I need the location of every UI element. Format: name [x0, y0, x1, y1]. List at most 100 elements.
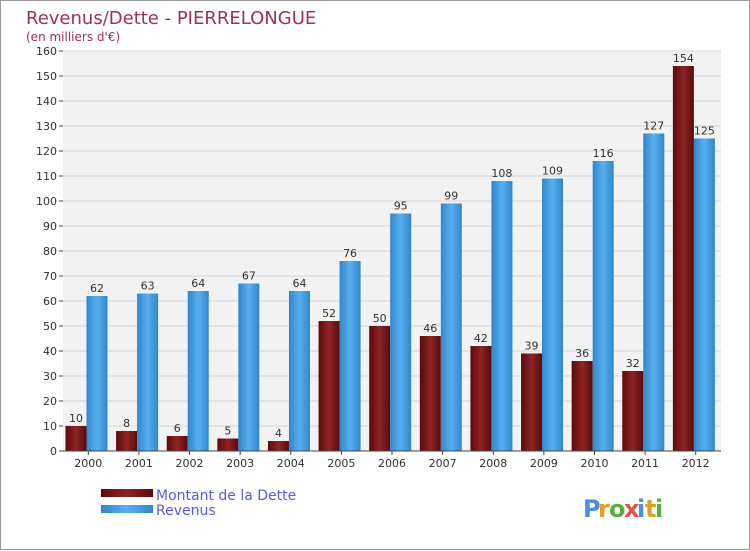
logo-letter: x: [624, 495, 640, 523]
logo-letter: r: [598, 495, 610, 523]
y-tick-label: 90: [43, 220, 57, 233]
value-label-debt-2007: 46: [423, 322, 437, 335]
bar-revenus-2007: [440, 203, 462, 451]
y-tick-label: 100: [36, 195, 57, 208]
bar-revenus-2006: [390, 213, 412, 451]
y-tick-label: 120: [36, 145, 57, 158]
value-label-revenus-2000: 62: [90, 282, 104, 295]
x-axis-ticks: 2000 2001 2002 2003 2004 2005 2006 2007 2008 2009…: [74, 451, 710, 470]
y-tick-label: 10: [43, 420, 57, 433]
proxiti-logo: Pr oxi ti: [583, 495, 663, 523]
value-label-debt-2001: 8: [123, 417, 130, 430]
legend-label-revenus: Revenus: [156, 503, 216, 519]
bar-revenus-2003: [238, 283, 260, 451]
bar-debt-2008: [470, 346, 492, 451]
value-label-debt-2009: 39: [525, 340, 539, 353]
value-label-revenus-2004: 64: [292, 277, 306, 290]
value-label-debt-2005: 52: [322, 307, 336, 320]
legend-label-debt: Montant de la Dette: [156, 488, 296, 504]
y-tick-label: 160: [36, 45, 57, 58]
y-tick-label: 40: [43, 345, 57, 358]
x-tick-label-2004: 2004: [277, 457, 305, 470]
y-tick-label: 130: [36, 120, 57, 133]
chart-subtitle: (en milliers d'€): [26, 30, 120, 44]
bar-revenus-2010: [592, 161, 614, 451]
y-tick-label: 50: [43, 320, 57, 333]
x-tick-label-2012: 2012: [682, 457, 710, 470]
bar-debt-2002: [166, 436, 188, 451]
value-label-revenus-2007: 99: [444, 190, 458, 203]
value-label-debt-2004: 4: [275, 427, 282, 440]
value-label-debt-2006: 50: [373, 312, 387, 325]
value-label-revenus-2009: 109: [542, 165, 563, 178]
bar-revenus-2008: [491, 181, 513, 451]
bar-revenus-2000: [86, 296, 108, 451]
value-label-debt-2011: 32: [626, 357, 640, 370]
bar-revenus-2009: [542, 178, 564, 451]
bar-debt-2010: [571, 361, 593, 451]
y-tick-label: 60: [43, 295, 57, 308]
x-tick-label-2011: 2011: [631, 457, 659, 470]
y-tick-label: 150: [36, 70, 57, 83]
x-tick-label-2009: 2009: [530, 457, 558, 470]
bar-debt-2000: [65, 426, 87, 451]
x-tick-label-2002: 2002: [176, 457, 204, 470]
bars: 10 62 8 63 6 64 5 67 4 64 52 76 50 95 46 99 42 108 39 109 36…: [65, 52, 715, 451]
x-tick-label-2005: 2005: [327, 457, 355, 470]
y-tick-label: 110: [36, 170, 57, 183]
value-label-revenus-2008: 108: [491, 167, 512, 180]
bar-revenus-2005: [339, 261, 361, 451]
y-tick-label: 80: [43, 245, 57, 258]
bar-debt-2009: [521, 353, 543, 451]
logo-letter: P: [583, 495, 601, 523]
bar-debt-2007: [419, 336, 441, 451]
bar-debt-2011: [622, 371, 644, 451]
logo-letter: t: [645, 495, 656, 523]
logo-letter: o: [609, 495, 626, 523]
value-label-debt-2008: 42: [474, 332, 488, 345]
value-label-revenus-2005: 76: [343, 247, 357, 260]
legend: Montant de la Dette Revenus: [101, 488, 296, 519]
bar-debt-2004: [267, 441, 289, 451]
bar-revenus-2002: [187, 291, 209, 451]
bar-debt-2012: [672, 66, 694, 451]
legend-swatch-debt: [101, 489, 153, 497]
value-label-revenus-2006: 95: [394, 200, 408, 213]
bar-debt-2005: [318, 321, 340, 451]
bar-revenus-2004: [288, 291, 310, 451]
value-label-debt-2002: 6: [174, 422, 181, 435]
y-tick-label: 70: [43, 270, 57, 283]
y-tick-label: 20: [43, 395, 57, 408]
x-tick-label-2006: 2006: [378, 457, 406, 470]
value-label-revenus-2011: 127: [643, 120, 664, 133]
bar-revenus-2011: [643, 133, 665, 451]
x-tick-label-2008: 2008: [479, 457, 507, 470]
x-tick-label-2010: 2010: [580, 457, 608, 470]
value-label-debt-2003: 5: [224, 425, 231, 438]
bar-debt-2003: [217, 438, 239, 451]
x-tick-label-2001: 2001: [125, 457, 153, 470]
value-label-revenus-2012: 125: [694, 125, 715, 138]
value-label-revenus-2003: 67: [242, 270, 256, 283]
chart-title: Revenus/Dette - PIERRELONGUE: [26, 8, 316, 29]
value-label-debt-2012: 154: [673, 52, 694, 65]
bar-debt-2006: [369, 326, 391, 451]
value-label-revenus-2002: 64: [191, 277, 205, 290]
bar-revenus-2001: [137, 293, 159, 451]
bar-debt-2001: [116, 431, 138, 451]
value-label-debt-2000: 10: [69, 412, 83, 425]
value-label-revenus-2001: 63: [141, 280, 155, 293]
value-label-debt-2010: 36: [575, 347, 589, 360]
x-tick-label-2007: 2007: [429, 457, 457, 470]
logo-letter: i: [637, 495, 645, 523]
legend-swatch-revenus: [101, 505, 153, 513]
x-tick-label-2000: 2000: [74, 457, 102, 470]
x-tick-label-2003: 2003: [226, 457, 254, 470]
bar-revenus-2012: [693, 138, 715, 451]
y-tick-label: 140: [36, 95, 57, 108]
y-tick-label: 0: [50, 445, 57, 458]
value-label-revenus-2010: 116: [593, 147, 614, 160]
y-tick-label: 30: [43, 370, 57, 383]
